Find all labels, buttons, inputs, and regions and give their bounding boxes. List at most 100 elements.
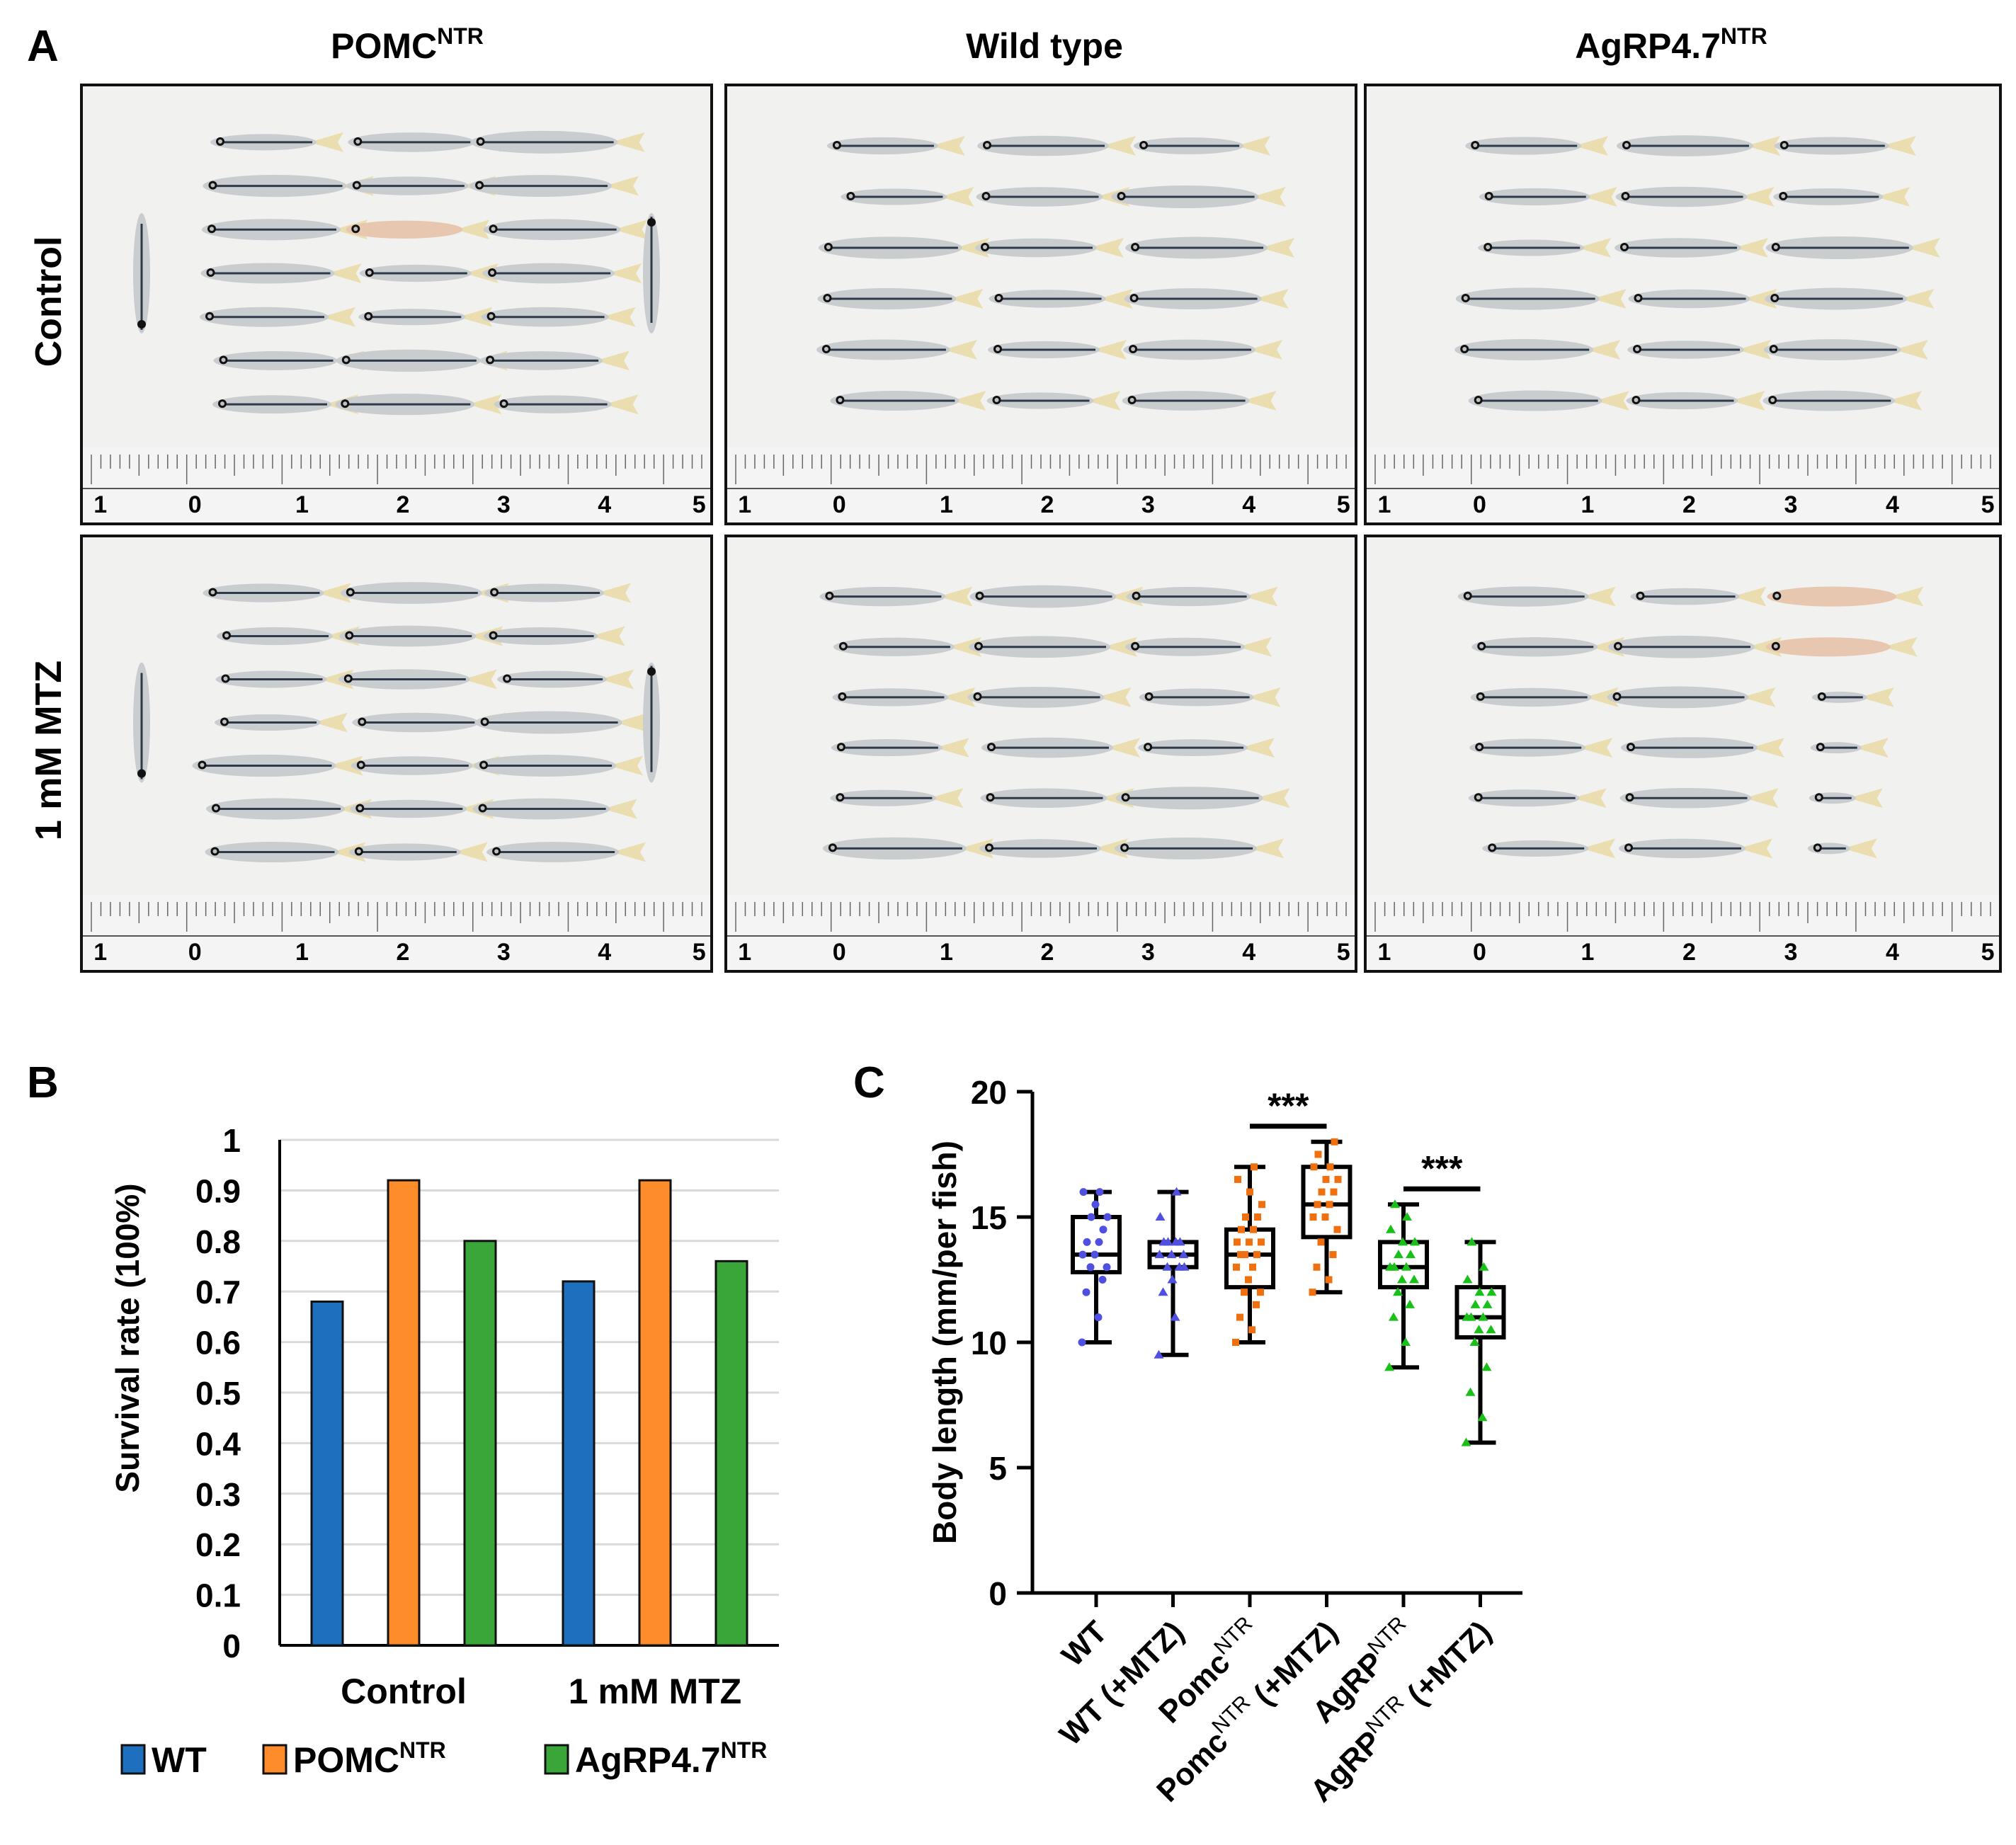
ruler-label: 2 bbox=[1682, 939, 1696, 966]
fish-eye-ring bbox=[348, 590, 353, 595]
fish bbox=[205, 841, 366, 863]
data-point bbox=[1325, 1276, 1333, 1284]
ruler-label: 4 bbox=[598, 491, 611, 518]
x-category-label: WT bbox=[1055, 1614, 1114, 1673]
fish-tail bbox=[1106, 738, 1140, 758]
fish-vertical bbox=[133, 213, 150, 333]
data-point bbox=[1481, 1362, 1492, 1371]
data-point bbox=[1486, 1287, 1497, 1296]
fish-tail bbox=[929, 788, 964, 809]
fish-tail bbox=[596, 350, 630, 371]
fish-tail bbox=[1242, 391, 1277, 411]
ruler-label: 0 bbox=[833, 491, 846, 518]
fish-eye-ring bbox=[223, 676, 228, 681]
data-point bbox=[1079, 1188, 1088, 1196]
photo-panel-pomc-control: 1 0 1 2 3 4 5 bbox=[80, 84, 713, 525]
data-point bbox=[1313, 1263, 1321, 1271]
fish-eye-ring bbox=[1773, 644, 1778, 649]
fish bbox=[1124, 288, 1289, 309]
fish-eye-ring bbox=[1476, 398, 1481, 402]
fish-tail bbox=[942, 340, 977, 360]
fish bbox=[819, 586, 973, 607]
fish-tail bbox=[462, 669, 497, 690]
fish-eye-ring bbox=[987, 845, 991, 850]
data-point bbox=[1479, 1262, 1489, 1271]
fish bbox=[1111, 185, 1286, 208]
fish-tail bbox=[1086, 391, 1121, 411]
fish-tail bbox=[612, 842, 647, 862]
fish-eye-ring bbox=[482, 719, 487, 724]
data-point bbox=[1258, 1201, 1265, 1209]
fish-vertical bbox=[643, 662, 660, 783]
data-point bbox=[1234, 1238, 1241, 1246]
fish bbox=[830, 391, 986, 411]
fish-tail bbox=[1260, 238, 1295, 258]
ruler-label: 3 bbox=[1784, 939, 1798, 966]
fish-vertical bbox=[643, 213, 660, 333]
fish-eye-ring bbox=[838, 398, 843, 402]
fish-tail bbox=[327, 263, 362, 283]
data-point bbox=[1171, 1187, 1182, 1196]
bar-wt-0 bbox=[310, 1300, 344, 1647]
fish-eye-ring bbox=[1133, 245, 1138, 249]
y-tick-label: 5 bbox=[989, 1450, 1007, 1487]
data-point bbox=[1083, 1238, 1091, 1246]
fish bbox=[969, 636, 1137, 658]
data-point bbox=[1314, 1150, 1322, 1158]
fish-tail bbox=[930, 136, 965, 156]
data-point bbox=[1094, 1313, 1103, 1322]
fish bbox=[1468, 390, 1629, 411]
fish-eye-ring bbox=[366, 314, 371, 319]
fish bbox=[830, 788, 964, 809]
fish-tail bbox=[1906, 238, 1940, 258]
fish-body bbox=[346, 220, 463, 239]
panel-b-legend: WT POMCNTR AgRP4.7NTR bbox=[120, 1737, 767, 1780]
data-point bbox=[1175, 1237, 1185, 1246]
fish-tail bbox=[1098, 289, 1133, 309]
fish-tail bbox=[1581, 838, 1616, 859]
fish bbox=[1469, 738, 1613, 758]
legend-label: POMCNTR bbox=[293, 1737, 446, 1780]
fish-eye-ring bbox=[840, 694, 845, 699]
fish-eye-ring bbox=[1486, 194, 1491, 198]
ruler-label: 3 bbox=[1784, 491, 1798, 518]
fish-eye-ring bbox=[1132, 296, 1137, 300]
fish-eye-ring bbox=[505, 676, 510, 681]
fish bbox=[1115, 837, 1285, 859]
panel-b: B Survival rate (100%) 00.10.20.30.40.50… bbox=[27, 1058, 779, 1780]
data-point bbox=[1331, 1138, 1338, 1146]
fish bbox=[338, 669, 497, 690]
photo-panel-pomc-mtz: 1 0 1 2 3 4 5 bbox=[80, 535, 713, 973]
fish-tail bbox=[453, 842, 488, 862]
fish-tail bbox=[959, 838, 993, 859]
fish bbox=[831, 738, 969, 758]
y-tick-label: 0.1 bbox=[195, 1577, 241, 1614]
fish-eye-ring bbox=[1773, 245, 1778, 249]
svg-text:POMCNTR: POMCNTR bbox=[331, 23, 484, 66]
fish bbox=[1608, 635, 1782, 658]
fish bbox=[986, 391, 1121, 411]
fish-eye-ring bbox=[224, 633, 229, 638]
fish-eye-ring bbox=[1775, 593, 1779, 598]
fish-tail bbox=[1255, 788, 1290, 809]
fish bbox=[969, 585, 1144, 608]
fish-eye-ring bbox=[1770, 398, 1775, 402]
data-point bbox=[1333, 1226, 1341, 1233]
data-point bbox=[1103, 1263, 1111, 1272]
fish bbox=[200, 307, 355, 327]
fish-eye-ring bbox=[1141, 143, 1146, 147]
fish-tail bbox=[608, 263, 642, 283]
fish-eye-ring bbox=[1782, 143, 1787, 147]
ruler-label: 1 bbox=[1377, 491, 1391, 518]
fish bbox=[1125, 236, 1295, 259]
fish bbox=[358, 307, 493, 327]
data-point bbox=[1466, 1312, 1476, 1321]
fish bbox=[1619, 787, 1779, 809]
fish bbox=[481, 307, 636, 327]
column-header-wild-type: Wild type bbox=[966, 26, 1123, 66]
fish bbox=[1115, 787, 1290, 810]
fish-tail bbox=[1748, 636, 1782, 657]
fish bbox=[483, 219, 648, 241]
fish-eye-ring bbox=[221, 358, 226, 362]
